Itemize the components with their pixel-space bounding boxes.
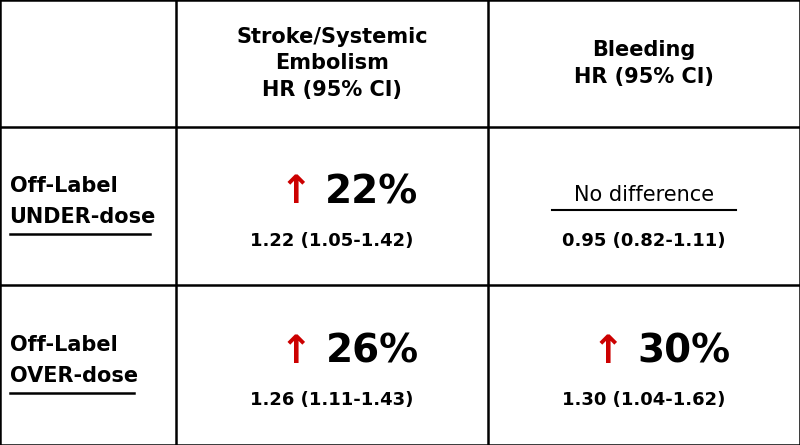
Text: 1.26 (1.11-1.43): 1.26 (1.11-1.43): [250, 392, 414, 409]
Text: 0.95 (0.82-1.11): 0.95 (0.82-1.11): [562, 232, 726, 251]
Text: 26%: 26%: [326, 332, 418, 371]
Text: 1.22 (1.05-1.42): 1.22 (1.05-1.42): [250, 232, 414, 251]
Text: 22%: 22%: [326, 174, 418, 211]
Text: UNDER-dose: UNDER-dose: [10, 207, 156, 227]
Text: Stroke/Systemic
Embolism
HR (95% CI): Stroke/Systemic Embolism HR (95% CI): [236, 27, 428, 100]
Text: Off-Label: Off-Label: [10, 176, 118, 196]
Text: ↑: ↑: [280, 174, 312, 211]
Text: 1.30 (1.04-1.62): 1.30 (1.04-1.62): [562, 392, 726, 409]
Text: 30%: 30%: [638, 332, 730, 371]
Text: ↑: ↑: [280, 332, 312, 371]
Text: No difference: No difference: [574, 185, 714, 205]
Text: ↑: ↑: [592, 332, 624, 371]
Text: Bleeding
HR (95% CI): Bleeding HR (95% CI): [574, 40, 714, 87]
Text: Off-Label: Off-Label: [10, 335, 118, 355]
Text: OVER-dose: OVER-dose: [10, 366, 138, 386]
